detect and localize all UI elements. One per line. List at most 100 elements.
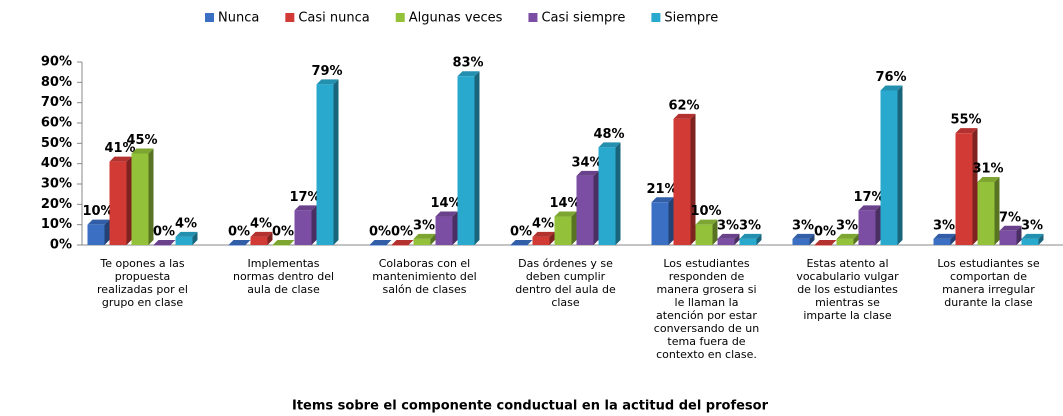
x-axis-title: Items sobre el componente conductual en …: [292, 399, 769, 414]
value-label: 21%: [646, 182, 677, 197]
bar-side: [430, 233, 436, 245]
legend-label: Algunas veces: [409, 11, 503, 26]
x-tick-label: Los estudiantes responden de manera gros…: [653, 257, 760, 361]
legend-swatch: [205, 13, 214, 22]
bar-top: [651, 197, 674, 203]
bar: [554, 216, 572, 245]
bar-side: [593, 170, 599, 245]
bar-side: [267, 231, 273, 245]
bar-top: [435, 211, 458, 217]
value-label: 17%: [289, 190, 320, 205]
bar-side: [809, 233, 815, 245]
x-tick-label: Das órdenes y se deben cumplir dentro de…: [515, 257, 616, 309]
bar: [413, 238, 431, 245]
bar: [999, 230, 1017, 245]
bar-top: [413, 233, 436, 239]
bar-side: [875, 205, 881, 245]
value-label: 0%: [153, 225, 175, 240]
bar-top: [250, 231, 273, 237]
bar: [109, 161, 127, 245]
bar-side: [474, 71, 480, 245]
bar: [880, 90, 898, 245]
bar: [673, 118, 691, 245]
value-label: 76%: [875, 70, 906, 85]
bar: [576, 175, 594, 245]
value-label: 7%: [999, 210, 1021, 225]
bar: [858, 210, 876, 245]
y-tick-label: 10%: [41, 217, 72, 232]
legend-swatch: [528, 13, 538, 22]
bar-top: [836, 233, 859, 239]
bar: [532, 236, 550, 245]
value-label: 3%: [792, 218, 814, 233]
bar-side: [452, 211, 458, 245]
bar-side: [1016, 225, 1022, 245]
bar: [250, 236, 268, 245]
bar-top: [554, 211, 577, 217]
bar-top: [880, 85, 903, 91]
legend-label: Casi nunca: [298, 11, 369, 26]
bar: [792, 238, 810, 245]
value-label: 0%: [369, 225, 391, 240]
bar-side: [853, 233, 859, 245]
bar-top: [532, 231, 555, 237]
legend-swatch: [651, 13, 661, 22]
bar-top: [598, 142, 621, 148]
value-label: 41%: [104, 141, 135, 156]
bar: [1021, 238, 1039, 245]
bar-top: [717, 233, 740, 239]
value-label: 3%: [1021, 218, 1043, 233]
bar-top: [369, 240, 392, 245]
bar: [175, 236, 193, 245]
y-tick-label: 0%: [50, 238, 72, 253]
bar-side: [311, 205, 317, 245]
bar: [391, 245, 409, 246]
bar-side: [756, 233, 762, 245]
bar-side: [148, 148, 154, 245]
bar-side: [126, 156, 132, 245]
bar-side: [734, 233, 740, 245]
legend-label: Nunca: [218, 11, 259, 26]
bar: [510, 245, 528, 246]
bar: [272, 245, 290, 246]
value-label: 48%: [593, 127, 624, 142]
bar: [651, 202, 669, 245]
y-tick-label: 30%: [41, 177, 72, 192]
value-label: 0%: [391, 225, 413, 240]
bar-side: [104, 219, 110, 245]
bar-top: [955, 128, 978, 134]
x-tick-label: Colaboras con el mantenimiento del salón…: [372, 257, 477, 296]
value-label: 79%: [311, 64, 342, 79]
bar-side: [712, 219, 718, 245]
bar: [933, 238, 951, 245]
value-label: 83%: [452, 56, 483, 71]
bar-top: [576, 170, 599, 176]
bar-side: [972, 128, 978, 245]
bar-side: [668, 197, 674, 245]
legend-label: Casi siempre: [541, 11, 625, 26]
bar: [369, 245, 387, 246]
bar-side: [1038, 233, 1044, 245]
bar: [977, 181, 995, 245]
bar-top: [510, 240, 533, 245]
bar-top: [228, 240, 251, 245]
bar-top: [1021, 233, 1044, 239]
x-tick-label: Estas atento al vocabulario vulgar de lo…: [796, 257, 899, 322]
value-label: 3%: [836, 218, 858, 233]
bar: [131, 153, 149, 245]
value-label: 55%: [950, 113, 981, 128]
value-label: 0%: [272, 225, 294, 240]
bar-top: [87, 219, 110, 225]
value-label: 17%: [853, 190, 884, 205]
bar: [955, 133, 973, 245]
value-label: 4%: [250, 216, 272, 231]
value-label: 3%: [933, 218, 955, 233]
bar: [717, 238, 735, 245]
value-label: 0%: [510, 225, 532, 240]
y-tick-label: 80%: [41, 75, 72, 90]
value-label: 0%: [228, 225, 250, 240]
bar: [695, 224, 713, 245]
y-tick-label: 40%: [41, 156, 72, 171]
bar: [228, 245, 246, 246]
